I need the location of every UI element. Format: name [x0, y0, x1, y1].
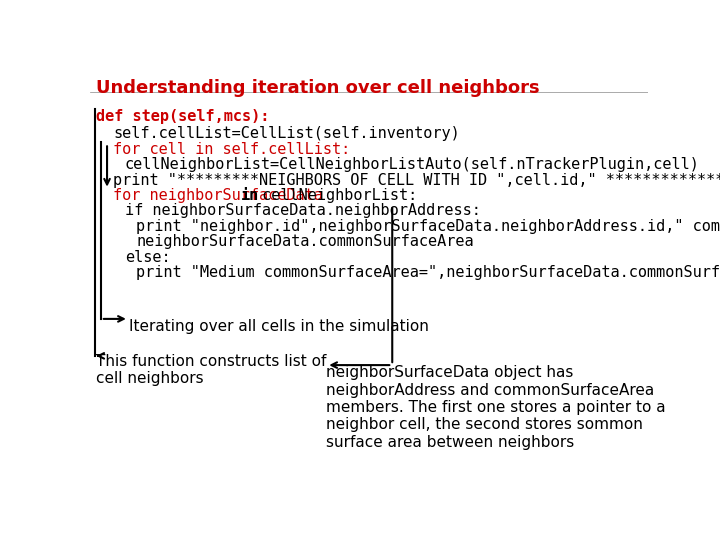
- Text: if neighborSurfaceData.neighborAddress:: if neighborSurfaceData.neighborAddress:: [125, 204, 481, 218]
- Text: print "Medium commonSurfaceArea=",neighborSurfaceData.commonSurfaceArea: print "Medium commonSurfaceArea=",neighb…: [137, 265, 720, 280]
- Text: cellNeighborList:: cellNeighborList:: [253, 188, 417, 203]
- Text: in: in: [241, 188, 259, 203]
- Text: def step(self,mcs):: def step(self,mcs):: [96, 110, 269, 124]
- Text: self.cellList=CellList(self.inventory): self.cellList=CellList(self.inventory): [113, 126, 460, 141]
- Text: print "*********NEIGHBORS OF CELL WITH ID ",cell.id," ****************": print "*********NEIGHBORS OF CELL WITH I…: [113, 173, 720, 187]
- Text: neighborSurfaceData object has
neighborAddress and commonSurfaceArea
members. Th: neighborSurfaceData object has neighborA…: [326, 365, 666, 450]
- Text: Iterating over all cells in the simulation: Iterating over all cells in the simulati…: [129, 319, 428, 334]
- Text: for neighborSurfaceData: for neighborSurfaceData: [113, 188, 332, 203]
- Text: for cell in self.cellList:: for cell in self.cellList:: [113, 142, 351, 157]
- Text: neighborSurfaceData.commonSurfaceArea: neighborSurfaceData.commonSurfaceArea: [137, 234, 474, 249]
- Text: else:: else:: [125, 249, 171, 265]
- Text: cellNeighborList=CellNeighborListAuto(self.nTrackerPlugin,cell): cellNeighborList=CellNeighborListAuto(se…: [125, 157, 700, 172]
- Text: print "neighbor.id",neighborSurfaceData.neighborAddress.id," commonSurfaceArea=": print "neighbor.id",neighborSurfaceData.…: [137, 219, 720, 234]
- Text: This function constructs list of
cell neighbors: This function constructs list of cell ne…: [96, 354, 327, 386]
- Text: Understanding iteration over cell neighbors: Understanding iteration over cell neighb…: [96, 79, 540, 97]
